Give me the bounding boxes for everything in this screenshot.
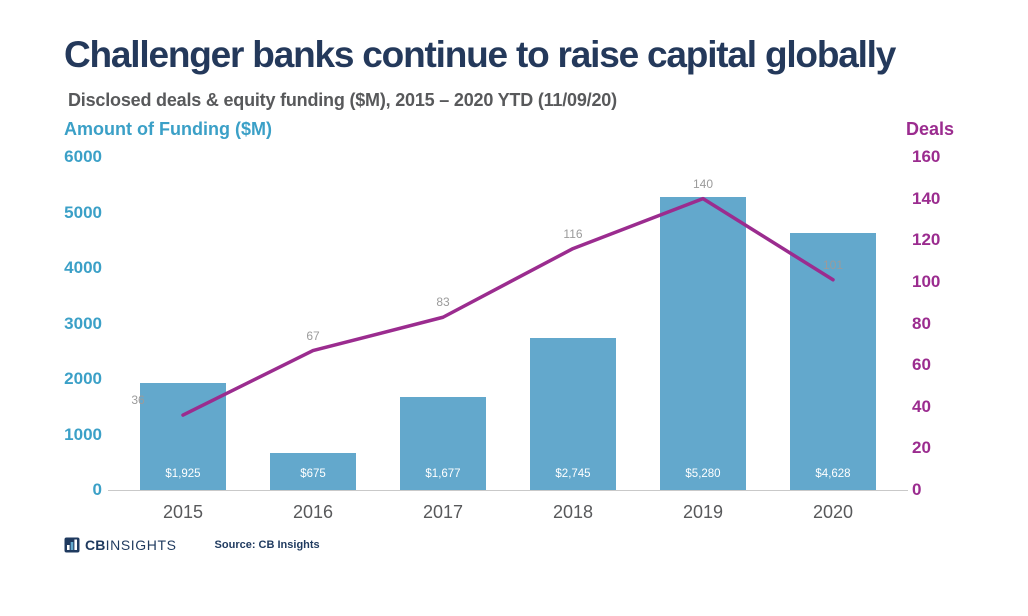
funding-value-label: $1,677: [425, 468, 461, 480]
funding-bar: [270, 452, 356, 490]
page-title: Challenger banks continue to raise capit…: [64, 34, 896, 75]
left-axis-tick: 5000: [64, 202, 102, 222]
page-subtitle: Disclosed deals & equity funding ($M), 2…: [68, 90, 617, 110]
right-axis-tick: 160: [912, 147, 941, 166]
left-axis-tick: 2000: [64, 369, 102, 388]
x-axis-category-label: 2018: [552, 502, 594, 522]
funding-value-label: $4,628: [815, 468, 851, 480]
footer: CB INSIGHTS Source: CB Insights: [64, 537, 320, 553]
x-axis-line: [108, 490, 908, 491]
x-axis-category-label: 2019: [682, 502, 724, 522]
funding-bar: [660, 196, 746, 490]
funding-value-label: $1,925: [165, 468, 201, 480]
x-axis-category-label: 2017: [422, 502, 464, 522]
funding-value-label: $2,745: [555, 468, 591, 480]
left-axis-tick: 3000: [64, 313, 102, 333]
right-axis-tick: 40: [912, 396, 931, 416]
left-axis-tick: 1000: [64, 424, 102, 444]
x-axis-category-label: 2015: [162, 502, 204, 522]
deals-value-label: 116: [563, 226, 583, 241]
right-axis-tick: 100: [912, 271, 941, 291]
source-text: Source: CB Insights: [214, 539, 320, 551]
right-axis-tick: 80: [912, 313, 931, 333]
deals-value-label: 101: [822, 257, 844, 272]
right-axis-tick: 120: [912, 230, 941, 250]
left-axis-tick: 6000: [64, 147, 102, 166]
deals-value-label: 83: [436, 295, 450, 310]
right-axis-title: Deals: [906, 119, 955, 139]
logo-text-cb: CB: [85, 537, 106, 553]
chart-area: 0 1000 2000 3000 4000 5000 6000 0 20 40 60 80 100 120…: [0, 145, 1028, 565]
right-axis-tick: 140: [912, 188, 941, 208]
left-axis-title: Amount of Funding ($M): [64, 119, 272, 139]
left-axis-tick: 4000: [64, 258, 102, 277]
deals-value-label: 36: [131, 393, 145, 408]
right-axis-tick: 20: [912, 438, 931, 458]
left-axis-tick: 0: [92, 480, 102, 499]
x-axis-category-label: 2020: [812, 502, 854, 522]
right-axis-tick: 60: [912, 355, 931, 375]
deals-value-label: 67: [306, 328, 320, 343]
funding-value-label: $675: [300, 468, 326, 480]
cbinsights-logo-icon: [64, 537, 80, 553]
logo-text-insights: INSIGHTS: [105, 537, 177, 553]
funding-value-label: $5,280: [685, 468, 721, 480]
deals-value-label: 140: [692, 176, 714, 191]
x-axis-category-label: 2016: [292, 502, 334, 522]
right-axis-tick: 0: [912, 480, 922, 499]
